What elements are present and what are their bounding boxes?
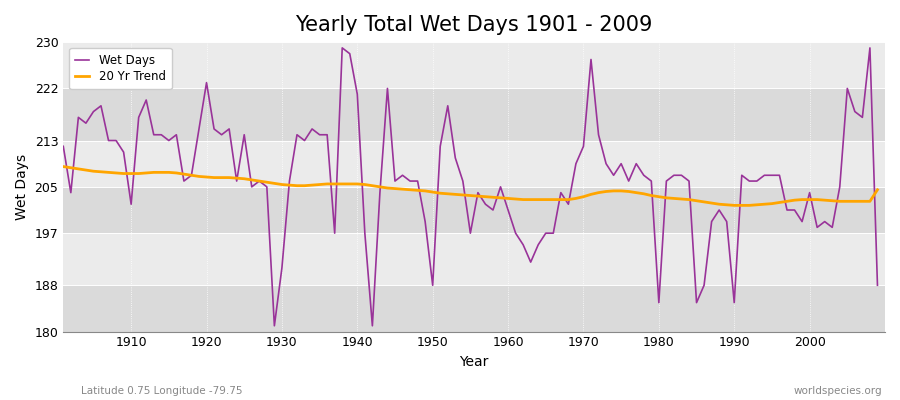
Text: Latitude 0.75 Longitude -79.75: Latitude 0.75 Longitude -79.75 xyxy=(81,386,242,396)
20 Yr Trend xyxy=(503,196,514,201)
Bar xyxy=(63,42,885,88)
20 Yr Trend xyxy=(495,196,506,200)
20 Yr Trend xyxy=(329,182,340,186)
20 Yr Trend xyxy=(729,203,740,208)
Legend: Wet Days, 20 Yr Trend: Wet Days, 20 Yr Trend xyxy=(69,48,172,89)
20 Yr Trend xyxy=(872,187,883,192)
X-axis label: Year: Year xyxy=(460,355,489,369)
Wet Days xyxy=(345,51,356,56)
20 Yr Trend xyxy=(284,183,295,188)
Wet Days xyxy=(518,242,528,247)
Text: worldspecies.org: worldspecies.org xyxy=(794,386,882,396)
Bar xyxy=(63,88,885,140)
Bar xyxy=(63,140,885,187)
Wet Days xyxy=(118,150,129,154)
Wet Days xyxy=(269,323,280,328)
Bar xyxy=(63,233,885,285)
Bar xyxy=(63,187,885,233)
Title: Yearly Total Wet Days 1901 - 2009: Yearly Total Wet Days 1901 - 2009 xyxy=(295,15,652,35)
20 Yr Trend xyxy=(593,190,604,195)
Y-axis label: Wet Days: Wet Days xyxy=(15,154,29,220)
Bar xyxy=(63,285,885,332)
Wet Days xyxy=(608,173,619,178)
Line: Wet Days: Wet Days xyxy=(63,48,878,326)
Wet Days xyxy=(58,144,68,149)
Line: 20 Yr Trend: 20 Yr Trend xyxy=(63,166,878,205)
Wet Days xyxy=(872,283,883,288)
Wet Days xyxy=(510,231,521,236)
20 Yr Trend xyxy=(118,171,129,176)
Wet Days xyxy=(292,132,302,137)
Wet Days xyxy=(337,46,347,50)
20 Yr Trend xyxy=(58,164,68,169)
